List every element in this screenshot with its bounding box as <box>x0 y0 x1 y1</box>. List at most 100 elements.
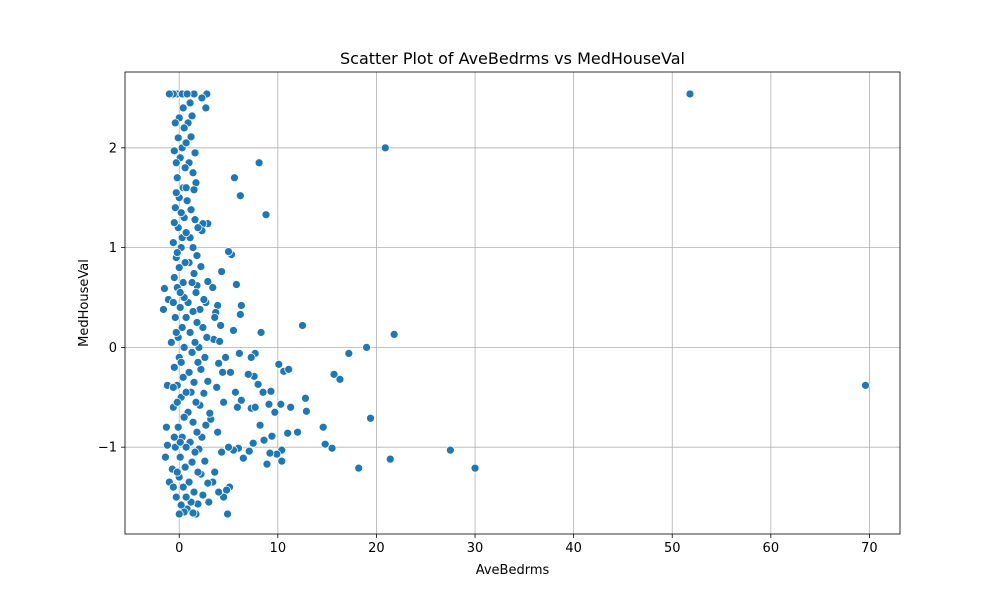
scatter-point <box>188 417 198 427</box>
y-axis-label: MedHouseVal <box>77 259 92 347</box>
x-tick-label: 60 <box>763 541 780 556</box>
scatter-point <box>320 439 330 449</box>
scatter-point <box>248 438 258 448</box>
scatter-point <box>170 118 180 128</box>
scatter-point <box>169 218 179 228</box>
scatter-point <box>265 448 275 458</box>
scatter-point <box>173 422 183 432</box>
scatter-point <box>181 183 191 193</box>
scatter-point <box>169 273 179 282</box>
scatter-point <box>213 427 223 437</box>
scatter-point <box>172 467 182 477</box>
scatter-point <box>389 330 399 339</box>
scatter-point <box>243 369 253 379</box>
scatter-point <box>255 420 265 430</box>
scatter-point <box>267 431 277 441</box>
scatter-point <box>164 89 174 99</box>
scatter-point <box>215 337 225 346</box>
scatter-point <box>261 210 271 220</box>
scatter-point <box>192 251 202 260</box>
scatter-point <box>205 408 215 418</box>
scatter-point <box>190 215 200 225</box>
scatter-point <box>259 435 269 445</box>
plot-frame <box>124 71 901 535</box>
scatter-point <box>274 359 284 369</box>
scatter-point <box>203 376 213 386</box>
scatter-point <box>202 333 212 342</box>
scatter-point <box>238 453 248 463</box>
scatter-point <box>366 413 375 423</box>
scatter-point <box>284 364 294 374</box>
scatter-point <box>181 387 191 397</box>
scatter-point <box>178 372 188 382</box>
scatter-point <box>178 278 188 287</box>
scatter-point <box>293 427 302 437</box>
scatter-point <box>172 397 182 407</box>
scatter-point <box>166 338 176 347</box>
scatter-point <box>264 399 274 409</box>
scatter-point <box>329 369 339 379</box>
axis-ticks: 0 10 20 30 40 50 60 70 −1 0 1 2 <box>98 141 878 556</box>
scatter-point <box>198 490 208 500</box>
grid <box>125 72 900 534</box>
scatter-point <box>189 185 199 195</box>
x-tick-label: 20 <box>368 541 385 556</box>
scatter-point <box>210 467 220 477</box>
scatter-point <box>380 143 390 153</box>
scatter-point <box>168 238 178 248</box>
scatter-point <box>210 313 220 322</box>
scatter-point <box>217 447 227 457</box>
scatter-point <box>221 353 230 362</box>
scatter-point <box>246 353 256 362</box>
scatter-point <box>266 386 276 396</box>
scatter-point <box>179 412 189 422</box>
scatter-point <box>184 477 194 487</box>
scatter-point <box>235 349 244 358</box>
scatter-point <box>175 303 185 312</box>
scatter-point <box>176 208 186 218</box>
scatter-point <box>235 191 245 201</box>
scatter-point <box>170 203 180 213</box>
scatter-point <box>223 509 232 519</box>
scatter-point <box>199 388 209 398</box>
scatter-point <box>180 462 190 472</box>
scatter-point <box>254 158 264 168</box>
scatter-point <box>184 367 194 377</box>
scatter-point <box>181 442 191 452</box>
scatter-point <box>301 393 310 403</box>
scatter-point <box>171 188 181 198</box>
scatter-point <box>189 269 199 278</box>
scatter-point <box>188 243 198 252</box>
scatter-point <box>226 367 235 377</box>
scatter-point <box>187 348 197 357</box>
scatter-point <box>191 288 201 297</box>
scatter-point <box>208 283 218 292</box>
scatter-point <box>385 454 395 464</box>
scatter-point <box>185 98 195 108</box>
scatter-point <box>170 313 180 322</box>
scatter-point <box>200 353 210 362</box>
scatter-point <box>235 310 245 319</box>
scatter-point <box>181 138 191 148</box>
scatter-point <box>187 278 197 287</box>
scatter-point <box>193 467 203 477</box>
scatter-point <box>200 456 210 466</box>
x-tick-label: 40 <box>565 541 582 556</box>
chart-title: Scatter Plot of AveBedrms vs MedHouseVal <box>340 49 685 68</box>
scatter-point <box>354 463 364 473</box>
y-tick-label: 0 <box>109 341 117 356</box>
scatter-point <box>191 397 201 407</box>
scatter-point <box>230 173 239 183</box>
scatter-point <box>216 321 226 330</box>
x-tick-label: 10 <box>270 541 287 556</box>
scatter-point <box>362 343 371 352</box>
scatter-point <box>250 402 260 412</box>
scatter-point <box>190 447 200 457</box>
scatter-point <box>171 492 181 502</box>
scatter-point <box>192 318 202 327</box>
scatter-point <box>203 478 213 488</box>
scatter-point <box>168 298 178 307</box>
scatter-point <box>244 446 254 456</box>
